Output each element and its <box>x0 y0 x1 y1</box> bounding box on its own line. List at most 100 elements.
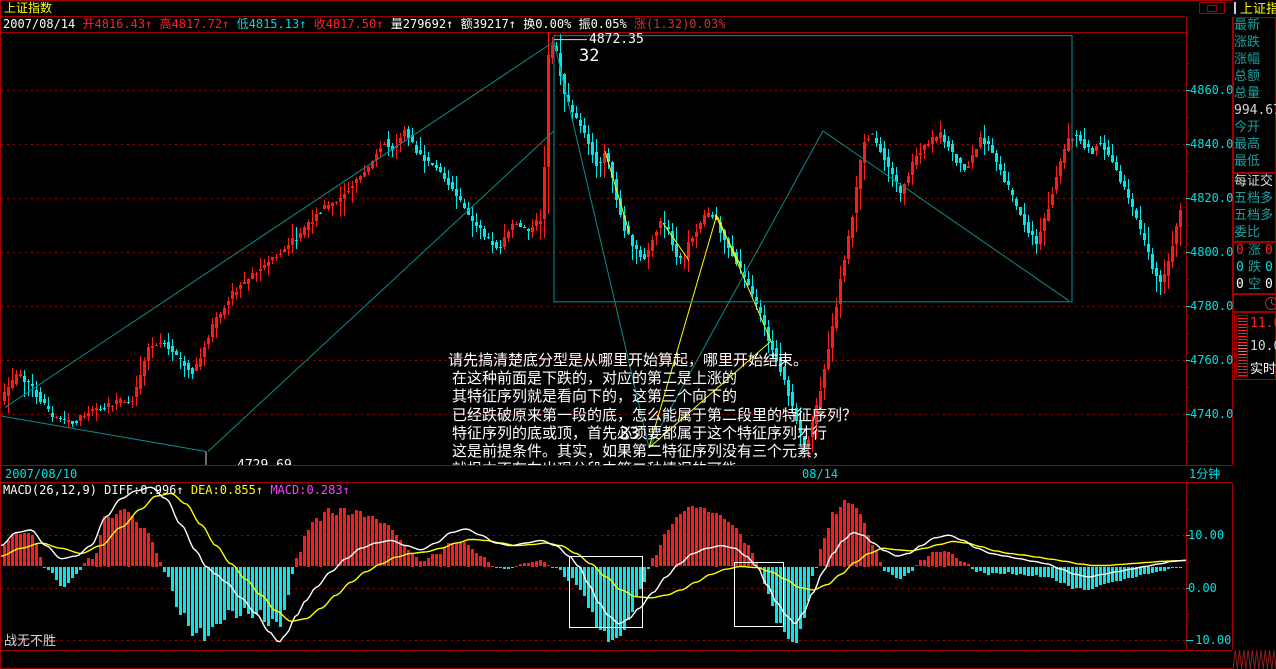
candle-body <box>1131 199 1134 208</box>
macd-bar <box>275 566 278 623</box>
candle-body <box>91 409 94 412</box>
candle-body <box>999 164 1002 170</box>
candle-body <box>487 237 490 238</box>
macd-bar <box>83 562 86 567</box>
macd-bar <box>983 566 986 574</box>
candle-body <box>327 205 330 209</box>
macd-bar <box>791 566 794 643</box>
candle-body <box>515 224 518 226</box>
macd-bar <box>123 509 126 567</box>
sidebar-handle[interactable] <box>1234 2 1236 14</box>
candle-body <box>399 137 402 143</box>
candle-body <box>879 143 882 152</box>
macd-bar <box>351 514 354 567</box>
header-divider <box>0 16 1186 17</box>
macd-bar <box>283 566 286 611</box>
price-ladder[interactable] <box>1236 315 1248 377</box>
macd-bar <box>427 557 430 567</box>
minimize-icon[interactable] <box>1199 2 1225 14</box>
macd-bar <box>883 566 886 571</box>
candle-body <box>599 162 602 164</box>
candle-body <box>143 360 146 377</box>
macd-chart-pane[interactable] <box>1 483 1186 650</box>
candle-body <box>835 307 838 328</box>
price-axis-border-right <box>1232 17 1233 465</box>
macd-bar <box>51 566 54 574</box>
candle-body <box>35 390 38 397</box>
macd-highlight-box <box>734 562 784 627</box>
candle-body <box>919 152 922 155</box>
quote-date: 2007/08/14 <box>3 17 76 31</box>
candle-body <box>359 176 362 180</box>
candle-body <box>643 254 646 259</box>
macd-bar <box>511 566 514 568</box>
macd-bar <box>1103 566 1106 585</box>
macd-bar <box>231 566 234 612</box>
macd-bar <box>343 507 346 567</box>
macd-bar <box>411 553 414 567</box>
annotation-line: 这是前提条件。其实，如果第二特征序列没有三个元素， <box>452 442 828 461</box>
macd-bar <box>71 566 74 579</box>
macd-bar <box>819 548 822 567</box>
macd-bar <box>1071 566 1074 589</box>
candle-body <box>1059 161 1062 177</box>
period-label[interactable]: 1分钟 <box>1189 467 1221 481</box>
macd-bar <box>235 566 238 618</box>
macd-bar <box>707 511 710 567</box>
candle-body <box>647 250 650 257</box>
macd-bar <box>387 525 390 567</box>
sidebar-quote-row: 涨幅 <box>1234 52 1261 67</box>
candle-body <box>887 157 890 167</box>
macd-bar <box>167 566 170 577</box>
macd-bar <box>687 507 690 567</box>
candle-body <box>107 402 110 408</box>
macd-bar <box>75 566 78 574</box>
macd-bar <box>1035 566 1038 576</box>
candle-body <box>1147 244 1150 253</box>
candle-wick <box>296 226 297 250</box>
price-tick: 4740.0 <box>1190 407 1234 421</box>
macd-bar <box>19 534 22 567</box>
candle-body <box>179 357 182 359</box>
macd-bar <box>959 561 962 567</box>
macd-bar <box>867 534 870 567</box>
candle-body <box>115 399 118 404</box>
selection-box[interactable] <box>553 35 1073 303</box>
macd-bar <box>151 542 154 567</box>
macd-bar <box>319 520 322 567</box>
candle-body <box>535 220 538 227</box>
macd-bar <box>247 566 250 614</box>
macd-bar <box>671 524 674 567</box>
annotation-line: 特征序列的底或顶，首先必须要都属于这个特征序列才行 <box>452 423 828 442</box>
macd-bar <box>787 566 790 640</box>
candle-body <box>635 245 638 250</box>
macd-bar <box>159 561 162 567</box>
candle-body <box>455 189 458 196</box>
macd-bar <box>1155 566 1158 572</box>
macd-bar <box>875 550 878 567</box>
candle-body <box>275 257 278 259</box>
candle-body <box>951 144 954 152</box>
candle-wick <box>472 206 473 237</box>
candle-body <box>75 421 78 424</box>
candle-wick <box>1076 129 1077 148</box>
macd-bar <box>55 566 58 581</box>
candle-body <box>987 141 990 145</box>
macd-bar <box>95 553 98 567</box>
candle-body <box>183 360 186 366</box>
price-chart-pane[interactable]: 4872.35 32 33 4729.69 请先搞清楚底分型是从哪里开始算起，哪… <box>1 33 1186 465</box>
candle-body <box>939 131 942 138</box>
macd-bar <box>103 516 106 567</box>
macd-bar <box>135 522 138 567</box>
macd-bar <box>331 512 334 567</box>
macd-bar <box>371 515 374 567</box>
macd-bar <box>1095 566 1098 588</box>
candle-body <box>663 222 666 225</box>
candle-body <box>651 240 654 251</box>
macd-indicator-header[interactable]: MACD(26,12,9) DIFF:0.996↑ DEA:0.855↑ MAC… <box>3 483 350 498</box>
candle-body <box>427 156 430 162</box>
macd-bar <box>1055 566 1058 582</box>
macd-bar <box>443 547 446 567</box>
macd-bar <box>363 516 366 567</box>
candle-body <box>1071 138 1074 142</box>
